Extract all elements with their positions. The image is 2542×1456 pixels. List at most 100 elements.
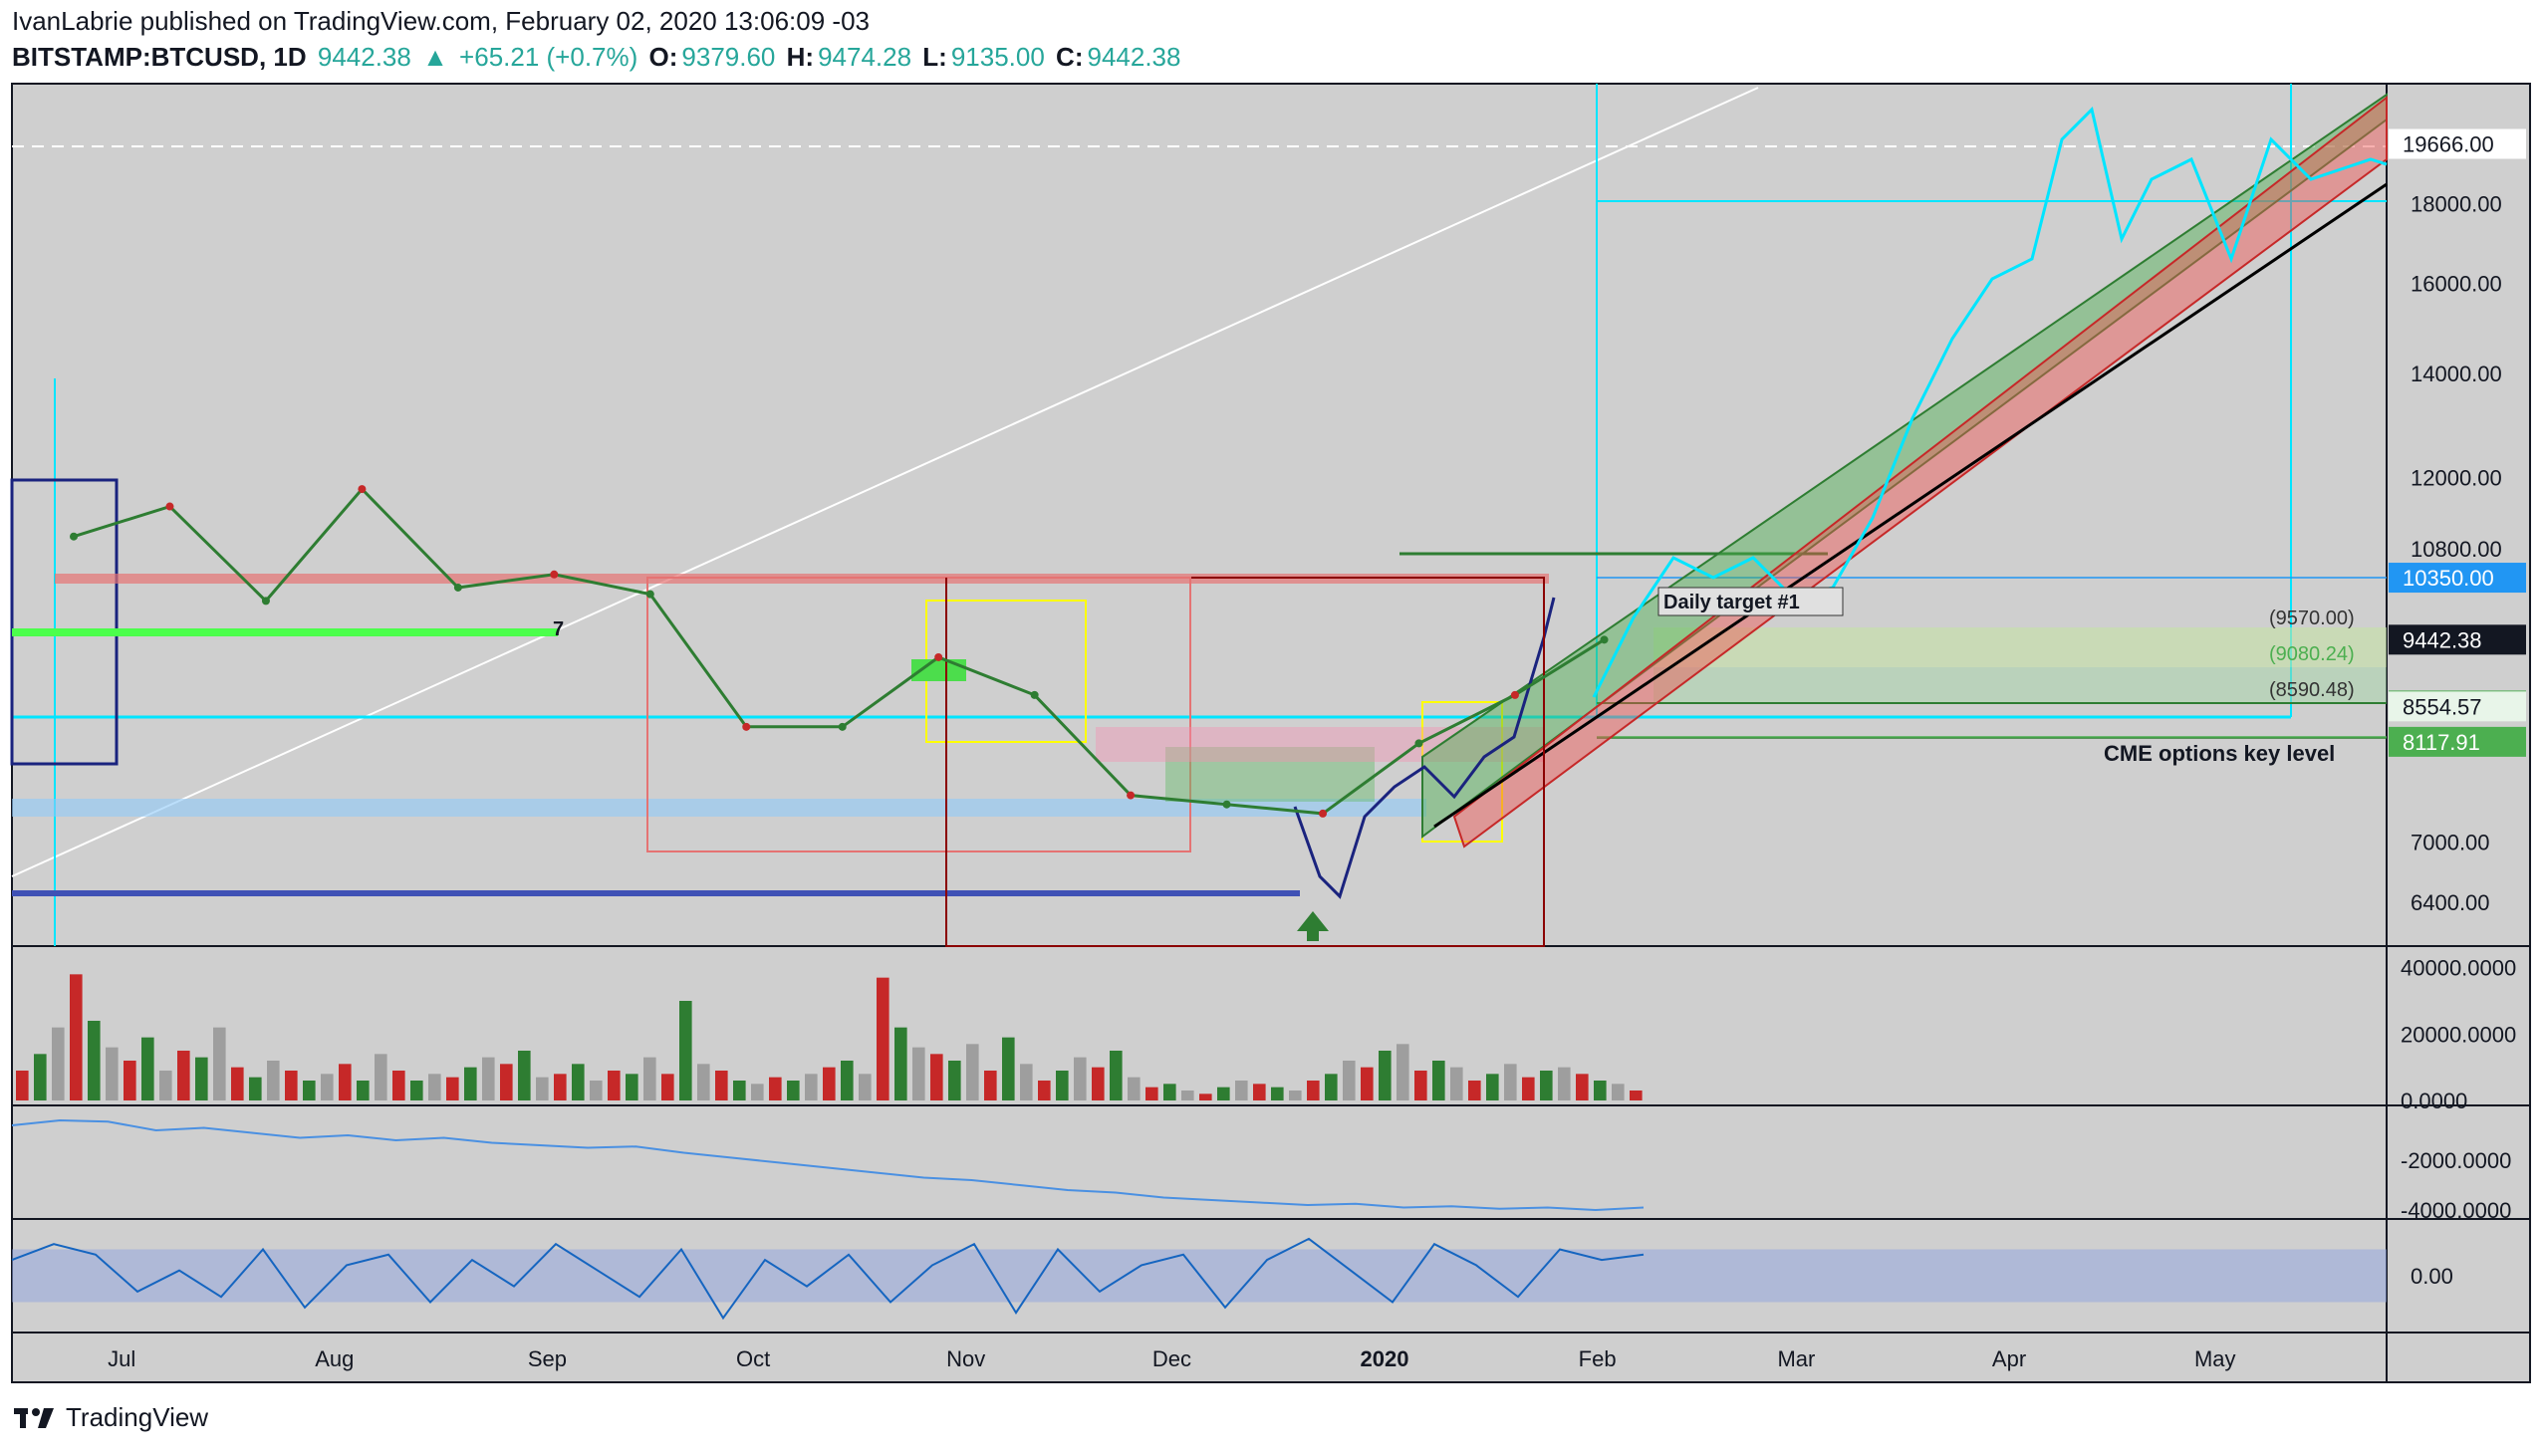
volume-bar [1325,1074,1338,1100]
green-block [911,659,966,681]
volume-bar [1056,1071,1069,1100]
volume-bar [500,1064,513,1100]
symbol-info-bar: BITSTAMP:BTCUSD, 1D 9442.38 ▲ +65.21 (+0… [12,42,1184,73]
price-series-layer [70,485,1609,818]
volume-bar [70,974,83,1100]
volume-bar [321,1074,334,1100]
volume-bar [1558,1067,1571,1100]
volume-bar [1253,1084,1266,1100]
time-tick-label: 2020 [1361,1346,1409,1371]
time-tick-label: Sep [528,1346,567,1371]
open-label: O: [648,42,678,72]
volume-bar [930,1054,943,1100]
low-label: L: [922,42,947,72]
cyan-projection [1592,107,2388,698]
volume-bar [590,1081,603,1100]
volume-bar [1612,1084,1625,1100]
price-point [934,652,943,661]
volume-bar [1271,1087,1284,1100]
fib-level-1: (9570.00) [2269,607,2355,629]
drawings-layer [10,84,2388,947]
volume-bar [357,1081,370,1100]
time-tick-label: Apr [1992,1346,2026,1371]
volume-bar [912,1047,925,1100]
volume-bar [751,1084,764,1100]
price-tag-bg [2389,624,2526,655]
volume-bar [1630,1091,1643,1100]
close-value: 9442.38 [1087,42,1181,72]
red-channel [1452,95,2388,849]
volume-bar [231,1067,244,1100]
symbol-label[interactable]: BITSTAMP:BTCUSD, 1D [12,42,307,72]
volume-bar [1540,1071,1553,1100]
time-tick-label: Mar [1777,1346,1815,1371]
volume-bar [1576,1074,1589,1100]
volume-tick-label: 20000.0000 [2401,1022,2516,1047]
black-trendline [1433,182,2388,829]
volume-bar [966,1044,979,1100]
time-tick-label: Oct [736,1346,770,1371]
fib-level-3: (8590.48) [2269,679,2355,701]
volume-bar [88,1021,101,1100]
volume-bar [339,1064,352,1100]
blue-zone [12,799,1426,817]
footer-brand[interactable]: TradingView [14,1402,208,1433]
volume-bar [1450,1067,1463,1100]
target-zone-upper [1653,627,2387,667]
volume-bar [16,1071,29,1100]
volume-bar [1235,1081,1248,1100]
time-axis-labels: Jul Aug Sep Oct Nov Dec 2020 Feb Mar Apr May [108,1346,2235,1371]
volume-bar [626,1074,638,1100]
last-price: 9442.38 [317,42,411,72]
price-tag-label: 9442.38 [2403,627,2482,652]
tradingview-logo-icon [14,1407,54,1428]
volume-bar [1289,1091,1302,1100]
price-point [838,722,847,731]
price-tag-label: 19666.00 [2403,131,2494,156]
volume-bar [661,1074,674,1100]
obv-line-layer: -2000.0000 -4000.0000 [11,1118,2511,1223]
cme-options-label: CME options key level [2104,741,2335,766]
volume-bars-layer: 40000.0000 20000.0000 0.0000 [16,956,2516,1113]
price-tick-label: 7000.00 [2411,830,2490,854]
volume-bar [52,1027,65,1100]
volume-bar [1468,1081,1481,1100]
white-trendline [11,87,1759,877]
price-tick-label: 6400.00 [2411,890,2490,915]
volume-bar [697,1064,710,1100]
chart-area[interactable]: 40000.0000 20000.0000 0.0000 -2000.0000 -40… [0,0,2542,1394]
obv-panel-bg [12,1105,2387,1219]
price-point [1319,809,1328,818]
low-value: 9135.00 [950,42,1045,72]
volume-bar [733,1081,746,1100]
price-point [261,597,270,606]
volume-bar [1361,1067,1374,1100]
volume-bar [805,1074,818,1100]
volume-bar [1432,1061,1445,1100]
price-tag-label: 8117.91 [2403,730,2480,755]
volume-panel-bg [12,946,2387,1105]
up-arrow-icon [1297,911,1329,941]
price-tick-label: 12000.00 [2411,466,2502,491]
volume-bar [1181,1091,1194,1100]
time-tick-label: May [2194,1346,2236,1371]
price-point [550,570,559,579]
volume-bar [1092,1067,1105,1100]
price-point [1127,791,1136,800]
time-tick-label: Dec [1152,1346,1191,1371]
price-tick-label: 16000.00 [2411,271,2502,296]
volume-bar [823,1067,836,1100]
price-tag-bg [2389,128,2526,159]
publish-info: IvanLabrie published on TradingView.com,… [12,6,870,36]
volume-bar [1594,1081,1607,1100]
volume-bar [213,1027,226,1100]
volume-bar [159,1071,172,1100]
price-tick-label: 14000.00 [2411,362,2502,386]
price-tag-bg [2389,691,2526,722]
volume-bar [787,1081,800,1100]
volume-bar [679,1001,692,1100]
volume-bar [303,1081,316,1100]
oscillator-line [11,1237,1645,1321]
obv-tick-label: -4000.0000 [2401,1198,2511,1223]
volume-bar [141,1037,154,1100]
